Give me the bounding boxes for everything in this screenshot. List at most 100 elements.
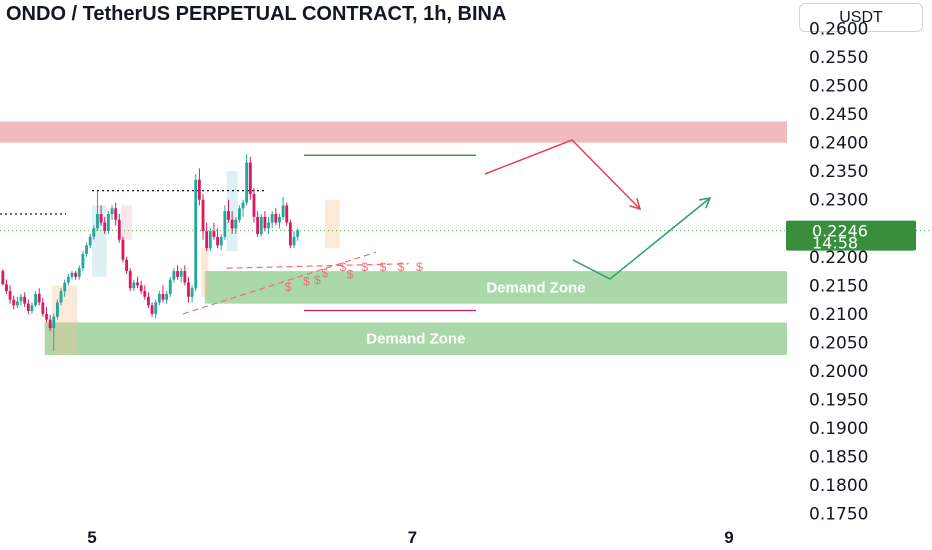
y-tick-label: 0.2500	[809, 77, 868, 97]
liquidity-mark: $	[321, 266, 328, 280]
y-tick-label: 0.2100	[809, 305, 868, 325]
candle-body	[274, 214, 278, 223]
y-tick-label: 0.2350	[809, 162, 868, 182]
y-tick-label: 0.2400	[809, 134, 868, 154]
candle-body	[168, 279, 172, 294]
y-tick-label: 0.2050	[809, 333, 868, 353]
candle-body	[187, 282, 190, 297]
liquidity-mark: $	[340, 260, 347, 274]
candle-body	[23, 296, 27, 304]
currency-button[interactable]: USDT	[799, 3, 923, 32]
y-tick-label: 0.2550	[809, 48, 868, 68]
x-tick-label: 5	[87, 528, 96, 547]
liquidity-mark: $	[314, 273, 321, 287]
y-tick-label: 0.2450	[809, 105, 868, 125]
candle-body	[147, 296, 150, 306]
candle-body	[70, 272, 74, 277]
zone-label-demand-2: Demand Zone	[366, 331, 465, 348]
candle-body	[190, 288, 194, 297]
candle-body	[52, 316, 56, 329]
y-tick-label: 0.2150	[809, 276, 868, 296]
shade-box	[324, 199, 340, 249]
bearish-projection-arrow	[484, 139, 641, 210]
candle-body	[223, 211, 227, 237]
candle-body	[219, 236, 223, 246]
bearish-projection-arrow-head	[629, 198, 642, 211]
candle-body	[41, 302, 45, 314]
candle-body	[19, 296, 23, 302]
candle-body	[270, 214, 274, 223]
y-tick-label: 0.1800	[809, 476, 868, 496]
zone-label-demand-1: Demand Zone	[486, 279, 585, 296]
candle-body	[30, 305, 34, 312]
candle-body	[136, 282, 139, 286]
y-tick-label: 0.1850	[809, 448, 868, 468]
candle-body	[285, 205, 289, 223]
bullish-projection-arrow	[572, 197, 711, 280]
candle-body	[165, 293, 169, 300]
liquidity-mark: $	[416, 260, 423, 274]
x-tick-label: 7	[408, 528, 417, 547]
candle-body	[66, 276, 70, 283]
zone-demand-2	[44, 322, 788, 355]
candle-body	[197, 179, 201, 200]
trendline-dashed	[226, 263, 409, 269]
candle-body	[128, 271, 132, 289]
candle-body	[77, 268, 81, 277]
candle-body	[48, 319, 52, 329]
candle-body	[139, 285, 143, 292]
candle-body	[245, 162, 249, 203]
liquidity-mark: $	[398, 260, 405, 274]
liquidity-mark: $	[303, 274, 310, 288]
liquidity-mark: $	[285, 280, 292, 294]
candle-body	[230, 219, 234, 229]
candle-body	[117, 219, 121, 240]
candle-countdown: 14:58	[812, 234, 858, 253]
chart-title: ONDO / TetherUS PERPETUAL CONTRACT, 1h, …	[6, 3, 507, 25]
candle-body	[288, 222, 292, 246]
y-tick-label: 0.2200	[809, 248, 868, 268]
candle-body	[125, 259, 128, 272]
candle-body	[205, 231, 209, 249]
candle-body	[74, 272, 78, 277]
candle-body	[292, 236, 296, 246]
x-tick-label: 9	[724, 528, 733, 547]
candle-body	[5, 284, 8, 292]
candle-body	[96, 214, 99, 229]
candle-body	[227, 211, 230, 220]
candle-body	[63, 282, 67, 292]
candle-body	[143, 291, 147, 297]
liquidity-mark: $	[361, 260, 368, 274]
candle-body	[45, 313, 48, 320]
shade-box	[51, 285, 78, 355]
candle-body	[150, 305, 154, 314]
candle-body	[296, 230, 300, 237]
candle-body	[208, 231, 212, 249]
candle-body	[99, 214, 103, 223]
shade-box	[121, 205, 133, 240]
y-tick-label: 0.1750	[809, 505, 868, 525]
candle-body	[1, 271, 5, 285]
y-tick-label: 0.2300	[809, 191, 868, 211]
candle-body	[110, 208, 114, 215]
candle-body	[56, 302, 59, 317]
candle-body	[114, 208, 118, 220]
candle-body	[183, 271, 187, 283]
candle-body	[37, 293, 41, 303]
zone-supply	[0, 121, 787, 143]
liquidity-mark: $	[347, 268, 354, 282]
current-price-value: 0.2246	[812, 222, 868, 241]
candle-body	[241, 202, 245, 209]
candle-body	[59, 291, 63, 303]
candle-body	[81, 253, 85, 269]
shade-box	[201, 248, 209, 297]
candle-body	[132, 282, 136, 289]
candle-body	[106, 214, 110, 232]
liquidity-mark: $	[380, 260, 387, 274]
candle-body	[179, 271, 183, 277]
candle-body	[194, 179, 198, 289]
candle-body	[201, 199, 205, 232]
y-tick-label: 0.2600	[809, 20, 868, 40]
candle-body	[15, 301, 19, 306]
